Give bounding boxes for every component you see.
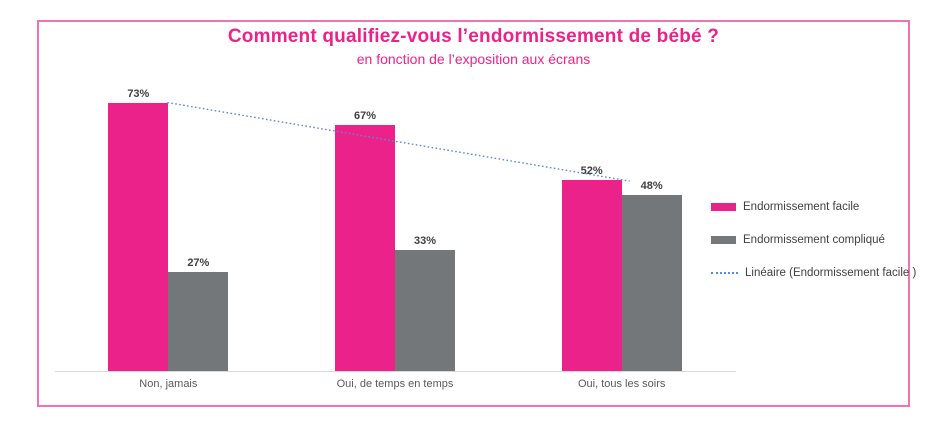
chart-subtitle: en fonction de l’exposition aux écrans (356, 51, 591, 67)
x-axis-category-label: Non, jamais (139, 378, 198, 390)
bar-wrap: 73% (108, 88, 169, 371)
bar-value-label: 52% (580, 165, 603, 177)
legend: Endormissement facile Endormissement com… (711, 201, 916, 279)
bar-group: 73% 27% (55, 88, 282, 371)
x-axis-labels: Non, jamais Oui, de temps en temps Oui, to… (55, 378, 735, 390)
bar-value-label: 27% (187, 257, 210, 269)
bar-wrap: 48% (621, 180, 682, 371)
bar-value-label: 33% (413, 235, 437, 247)
bar-endormissement-complique (395, 250, 455, 371)
legend-label: Endormissement compliqué (743, 234, 885, 246)
bar-endormissement-complique (168, 272, 229, 371)
bar-group: 52% 48% (508, 165, 735, 371)
bar-wrap: 27% (168, 257, 229, 371)
bar-value-label: 48% (640, 180, 663, 192)
legend-label: Linéaire (Endormissement facile ) (745, 267, 917, 279)
bar-endormissement-facile (561, 180, 622, 371)
legend-item-facile: Endormissement facile (711, 201, 916, 213)
bar-endormissement-complique (621, 195, 682, 371)
bar-wrap: 33% (395, 235, 455, 371)
x-axis-category-label: Oui, tous les soirs (577, 378, 666, 390)
x-axis-line (55, 371, 736, 372)
bar-group: 67% 33% (282, 110, 509, 371)
legend-item-complique: Endormissement compliqué (711, 234, 916, 246)
chart-title: Comment qualifiez-vous l’endormissement … (227, 26, 720, 47)
bar-wrap: 52% (561, 165, 622, 371)
legend-swatch-complique (711, 236, 736, 244)
legend-item-trendline: Linéaire (Endormissement facile ) (711, 267, 916, 279)
legend-swatch-facile (711, 203, 736, 211)
plot-area: 73% 27% 67% 33% 52% 48% (55, 80, 735, 371)
legend-label: Endormissement facile (743, 201, 860, 213)
legend-swatch-trendline-icon (711, 272, 738, 274)
bar-value-label: 67% (353, 110, 377, 122)
x-axis-category-label: Oui, de temps en temps (336, 378, 454, 390)
bar-endormissement-facile (108, 103, 169, 371)
bar-value-label: 73% (127, 88, 150, 100)
bar-endormissement-facile (335, 125, 395, 371)
bar-wrap: 67% (335, 110, 395, 371)
